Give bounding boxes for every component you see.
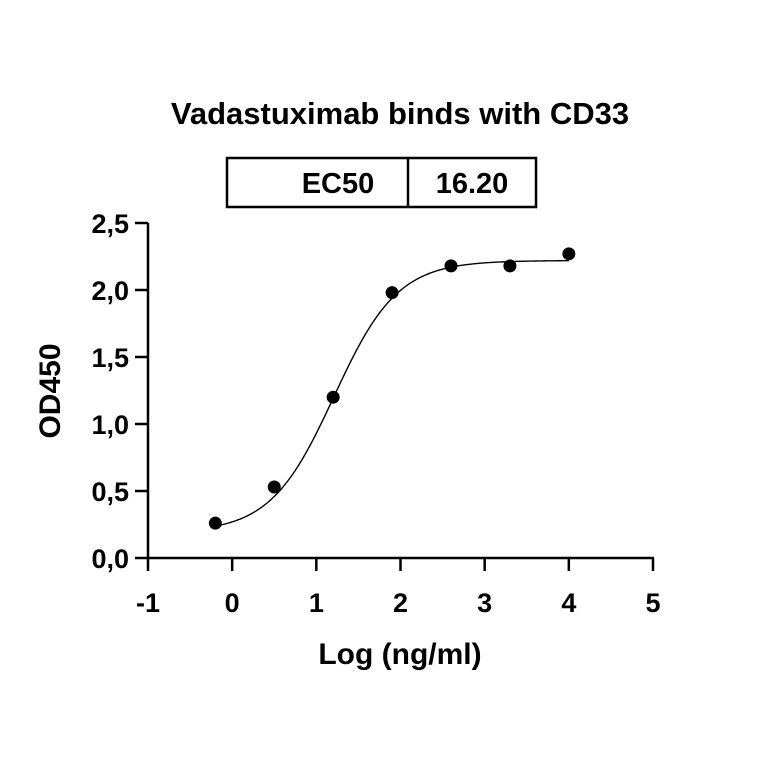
points-layer	[208, 247, 576, 530]
data-point	[503, 259, 517, 273]
y-axis-title: OD450	[34, 343, 67, 438]
y-tick-label: 2,5	[91, 209, 129, 239]
x-axis-title: Log (ng/ml)	[318, 638, 481, 671]
x-tick-label: 3	[477, 588, 492, 618]
ec50-label: EC50	[302, 168, 375, 200]
ec50-table-border	[225, 156, 538, 209]
x-tick-label: 2	[393, 588, 408, 618]
data-point	[326, 390, 340, 404]
x-tick-label: 4	[561, 588, 576, 618]
data-point	[385, 286, 399, 300]
y-tick-label: 0,0	[91, 544, 129, 574]
data-point	[562, 247, 576, 261]
y-tick-label: 2,0	[91, 276, 129, 306]
x-tick-label: 5	[645, 588, 660, 618]
y-tick-label: 1,0	[91, 410, 129, 440]
chart-title: Vadastuximab binds with CD33	[171, 96, 629, 131]
ec50-value: 16.20	[436, 168, 509, 200]
data-point	[444, 259, 458, 273]
y-tick-label: 0,5	[91, 477, 129, 507]
x-tick-label: -1	[136, 588, 160, 618]
x-tick-label: 1	[309, 588, 324, 618]
ec50-table: EC50 16.20	[225, 156, 538, 209]
x-tick-label: 0	[225, 588, 240, 618]
y-tick-label: 1,5	[91, 343, 129, 373]
data-point	[208, 516, 222, 530]
axes: -1 0 1 2 3 4 5 0,0 0,5 1,0 1,5 2,0 2,5	[91, 209, 660, 618]
data-point	[267, 480, 281, 494]
